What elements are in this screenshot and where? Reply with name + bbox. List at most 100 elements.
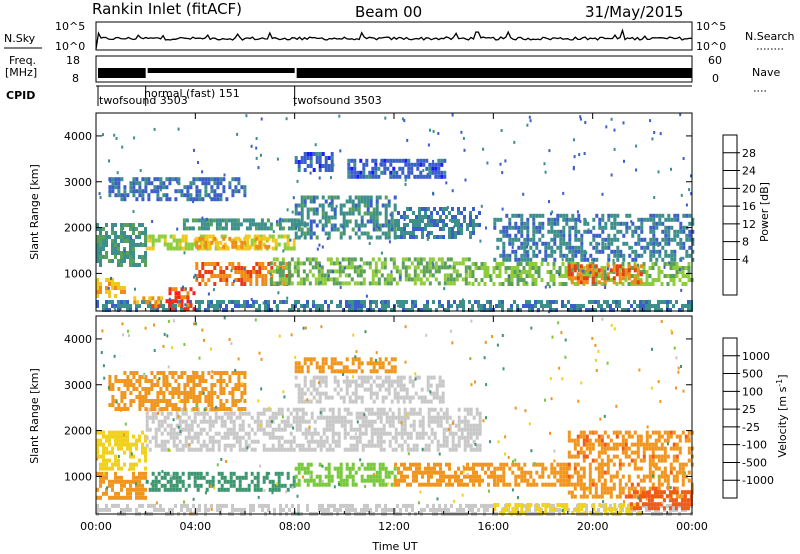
- power-cell: [132, 189, 136, 194]
- velocity-cell: [250, 471, 254, 476]
- velocity-cell: [627, 430, 631, 435]
- power-cell: [366, 235, 370, 240]
- power-cell: [213, 236, 217, 241]
- velocity-cell: [190, 419, 194, 424]
- power-speck: [577, 269, 580, 273]
- power-speck: [108, 159, 110, 163]
- power-cell: [251, 218, 255, 223]
- power-cell: [640, 237, 644, 242]
- power-cell: [679, 225, 683, 230]
- power-cell: [574, 237, 578, 242]
- power-cell: [351, 304, 354, 308]
- velocity-cell: [355, 447, 359, 452]
- velocity-cell: [135, 491, 138, 496]
- velocity-cell: [208, 479, 212, 484]
- power-cell: [682, 241, 686, 246]
- velocity-cell: [292, 483, 296, 488]
- power-cell: [233, 226, 237, 231]
- velocity-cell: [99, 438, 102, 443]
- power-cell: [514, 257, 518, 262]
- power-cell: [413, 281, 417, 286]
- power-cell: [348, 308, 351, 312]
- power-cell: [372, 207, 376, 212]
- power-cell: [303, 156, 307, 160]
- velocity-cell: [129, 462, 132, 467]
- power-cell: [141, 243, 144, 247]
- power-cell: [483, 282, 487, 286]
- velocity-cell: [463, 439, 467, 444]
- velocity-cell: [636, 446, 640, 451]
- power-cell: [685, 213, 689, 218]
- power-cell: [321, 215, 325, 220]
- power-cell: [389, 257, 393, 262]
- power-cell: [147, 197, 151, 202]
- power-cell: [544, 253, 548, 258]
- power-cell: [278, 269, 282, 274]
- velocity-cell: [424, 466, 427, 471]
- power-cell: [145, 234, 149, 239]
- power-speck: [269, 272, 272, 276]
- power-cell: [670, 253, 674, 258]
- power-cell: [634, 253, 638, 258]
- power-cell: [516, 274, 520, 278]
- velocity-cell: [120, 507, 123, 512]
- power-cell: [132, 243, 135, 247]
- power-cell: [201, 236, 205, 241]
- power-cell: [234, 266, 238, 270]
- power-cell: [410, 277, 414, 282]
- power-cell: [449, 273, 453, 278]
- power-cell: [255, 300, 258, 304]
- velocity-cell: [460, 431, 464, 436]
- velocity-cell: [468, 507, 471, 512]
- velocity-cell: [220, 419, 224, 424]
- velocity-cell: [355, 443, 359, 448]
- power-cell: [401, 261, 405, 266]
- power-cell: [240, 185, 244, 190]
- velocity-cell: [490, 462, 493, 467]
- velocity-cell: [609, 446, 613, 451]
- velocity-cell: [418, 419, 422, 424]
- velocity-cell: [427, 407, 431, 412]
- power-cell: [397, 219, 400, 223]
- power-cell: [556, 229, 560, 234]
- velocity-cell: [280, 483, 284, 488]
- velocity-cell: [187, 435, 191, 440]
- velocity-cell: [490, 470, 493, 475]
- power-cell: [673, 249, 677, 254]
- power-cell: [508, 237, 512, 242]
- velocity-cell: [636, 450, 640, 455]
- power-cell: [404, 269, 408, 274]
- power-cell: [335, 269, 339, 274]
- power-cell: [291, 308, 294, 312]
- power-cell: [407, 162, 411, 167]
- power-cell: [166, 246, 170, 251]
- power-cell: [574, 217, 578, 222]
- power-cell: [424, 215, 427, 219]
- velocity-cell: [283, 483, 287, 488]
- power-speck: [134, 287, 136, 291]
- velocity-cell: [460, 470, 463, 475]
- power-cell: [472, 207, 475, 211]
- velocity-cell: [280, 411, 284, 416]
- velocity-cell: [223, 447, 227, 452]
- power-cell: [380, 162, 384, 167]
- power-cell: [467, 281, 471, 286]
- power-speck: [610, 173, 613, 177]
- power-cell: [453, 300, 456, 304]
- power-speck: [587, 228, 590, 232]
- velocity-cell: [114, 471, 117, 476]
- power-cell: [102, 243, 105, 247]
- velocity-cell: [333, 503, 336, 508]
- velocity-cell: [117, 479, 120, 484]
- velocity-cell: [408, 503, 411, 508]
- power-cell: [141, 255, 144, 259]
- power-cell: [440, 170, 444, 175]
- velocity-cell: [573, 470, 577, 475]
- power-cell: [624, 268, 628, 273]
- power-cell: [193, 238, 197, 243]
- power-cell: [601, 213, 605, 218]
- beam-title: Beam 00: [355, 3, 422, 21]
- power-cell: [249, 278, 253, 282]
- velocity-cell: [310, 447, 314, 452]
- power-cell: [666, 300, 669, 304]
